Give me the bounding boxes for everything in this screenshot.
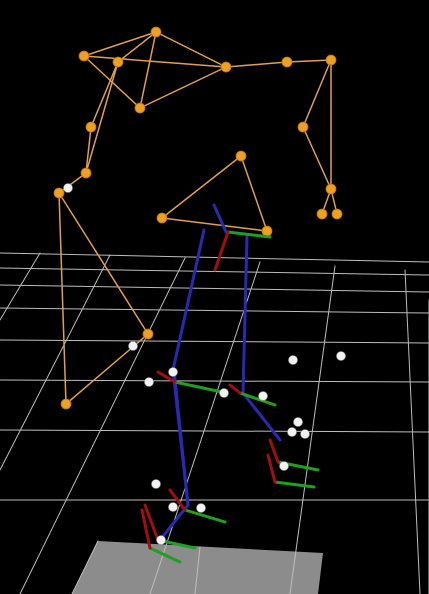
grid-line (0, 379, 429, 383)
axis-x (238, 391, 277, 407)
grid-line (404, 269, 421, 594)
skeleton-edge (240, 155, 268, 232)
marker-sphere (287, 427, 297, 437)
grid-line (0, 429, 429, 433)
marker-sphere (258, 391, 268, 401)
skeleton-edge (161, 217, 268, 232)
skeleton-joint (325, 54, 337, 66)
skeleton-edge (83, 55, 227, 68)
skeleton-joint (53, 187, 65, 199)
axis-x (183, 508, 227, 524)
marker-sphere (219, 388, 229, 398)
grid-line (19, 257, 186, 594)
skeleton-joint (297, 121, 309, 133)
leg-segment (158, 503, 190, 542)
skeleton-joint (331, 208, 343, 220)
marker-sphere (279, 461, 289, 471)
skeleton-edge (286, 59, 332, 63)
skeleton-joint (80, 167, 92, 179)
axis-x (173, 380, 224, 394)
grid-line (0, 284, 429, 293)
leg-segment (171, 228, 206, 372)
skeleton-joint (112, 56, 124, 68)
axis-z (156, 370, 177, 384)
axis-x (273, 480, 316, 489)
grid-line (0, 254, 111, 471)
axis-z (266, 453, 277, 484)
axis-z (140, 508, 152, 550)
skeleton-joint (60, 398, 72, 410)
skeleton-edge (302, 59, 332, 128)
skeleton-joint (142, 328, 154, 340)
skeleton-edge (58, 192, 67, 405)
skeleton-edge (117, 31, 157, 63)
marker-sphere (128, 341, 138, 351)
skeleton-edge (155, 31, 227, 68)
grid-line (0, 252, 41, 321)
leg-segment (172, 368, 190, 507)
marker-sphere (151, 479, 161, 489)
skeleton-edge (302, 126, 332, 190)
skeleton-joint (134, 102, 146, 114)
axis-z (213, 230, 230, 272)
skeleton-joint (78, 50, 90, 62)
marker-sphere (288, 355, 298, 365)
skeleton-joint (235, 150, 247, 162)
skeleton-edge (225, 61, 288, 68)
skeleton-joint (325, 183, 337, 195)
skeleton-joint (281, 56, 293, 68)
axis-z (228, 383, 242, 395)
grid-line (0, 339, 429, 344)
axis-z (168, 488, 187, 512)
skeleton-joint (150, 26, 162, 38)
grid-line (0, 252, 429, 263)
skeleton-edge (58, 192, 149, 335)
skeleton-edge (85, 126, 92, 174)
leg-segment (241, 234, 249, 395)
axis-x (226, 230, 272, 239)
skeleton-joint (156, 212, 168, 224)
grid-line (0, 267, 429, 276)
grid-line (194, 546, 201, 594)
grid-line (0, 307, 429, 314)
axis-x (148, 546, 182, 564)
skeleton-joint (220, 61, 232, 73)
marker-sphere (196, 503, 206, 513)
skeleton-edge (139, 31, 157, 109)
skeleton-edge (90, 61, 119, 128)
skeleton-joint (261, 225, 273, 237)
marker-sphere (300, 429, 310, 439)
marker-sphere (168, 367, 178, 377)
skeleton-edge (85, 61, 119, 174)
axis-z (143, 503, 160, 542)
marker-sphere (144, 377, 154, 387)
marker-sphere (168, 502, 178, 512)
marker-sphere (63, 183, 73, 193)
skeleton-edge (161, 155, 242, 219)
grid-line (71, 540, 99, 594)
leg-segment (241, 391, 282, 442)
marker-sphere (156, 535, 166, 545)
marker-sphere (336, 351, 346, 361)
grid-line (149, 261, 261, 594)
skeleton-edge (139, 66, 227, 109)
skeleton-joint (316, 208, 328, 220)
skeleton-joint (85, 121, 97, 133)
axis-z (268, 438, 280, 464)
leg-segment (212, 203, 228, 234)
marker-sphere (293, 417, 303, 427)
grid-line (289, 265, 336, 594)
skeleton-edge (83, 31, 157, 57)
